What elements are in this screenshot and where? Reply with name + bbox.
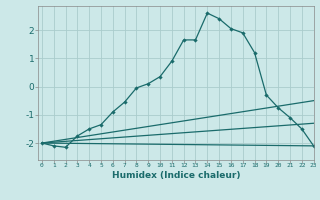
X-axis label: Humidex (Indice chaleur): Humidex (Indice chaleur) — [112, 171, 240, 180]
